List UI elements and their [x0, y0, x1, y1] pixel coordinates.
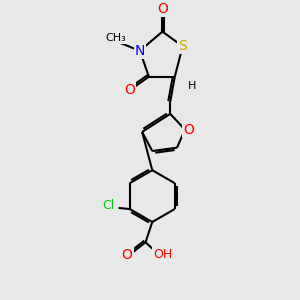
Text: CH₃: CH₃: [106, 33, 127, 43]
Text: S: S: [178, 39, 187, 53]
Text: O: O: [157, 2, 168, 16]
Text: Cl: Cl: [102, 199, 115, 212]
Text: O: O: [124, 83, 135, 97]
Text: N: N: [135, 44, 145, 58]
Text: H: H: [188, 81, 196, 91]
Text: O: O: [122, 248, 133, 262]
Text: O: O: [183, 123, 194, 136]
Text: OH: OH: [153, 248, 172, 261]
